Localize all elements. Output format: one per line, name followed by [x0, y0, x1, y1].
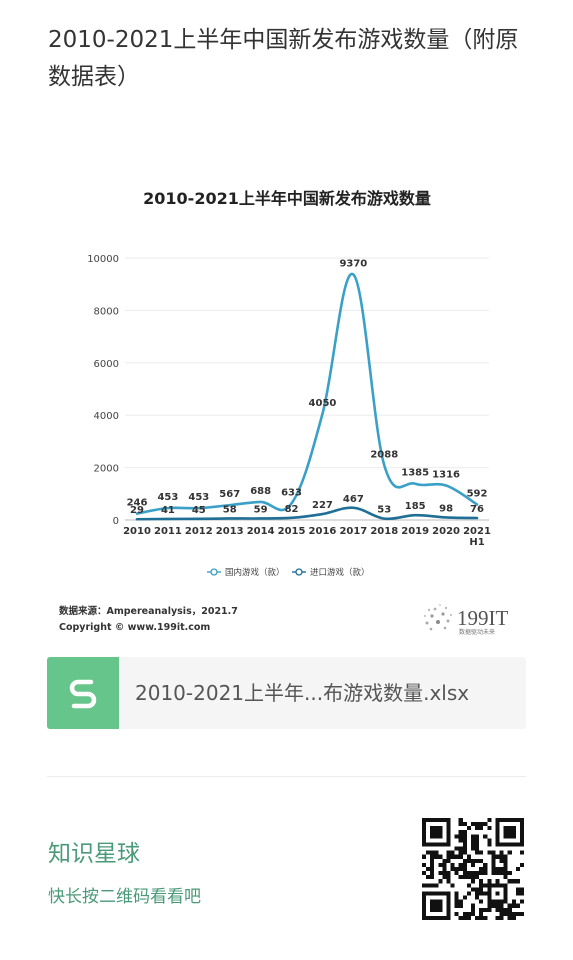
x-tick-label: 2013 [216, 526, 244, 537]
legend-swatch-marker [295, 568, 303, 576]
logo-subtext: 数据驱动未来 [459, 628, 495, 636]
series-line-1 [135, 506, 479, 521]
y-tick-label: 8000 [94, 306, 119, 317]
data-label: 592 [467, 488, 488, 499]
data-label: 45 [192, 505, 206, 516]
data-label: 41 [161, 505, 175, 516]
qr-code[interactable] [422, 818, 524, 920]
x-tick-label: 2015 [278, 526, 306, 537]
y-tick-label: 0 [113, 516, 119, 527]
chart-grid [125, 257, 489, 521]
data-label: 633 [281, 487, 302, 498]
data-label: 453 [188, 492, 209, 503]
divider [47, 776, 526, 777]
chart-title: 2010-2021上半年中国新发布游戏数量 [143, 189, 431, 208]
chart-card: 2010-2021上半年中国新发布游戏数量 0 2000 4000 6000 8000 1… [47, 170, 526, 640]
data-label: 1316 [432, 470, 460, 481]
source-text: 数据来源：Ampereanalysis，2021.7 [58, 605, 238, 617]
x-tick-label: 2017 [339, 526, 367, 537]
x-tick-label: 2018 [370, 526, 398, 537]
data-label: 688 [250, 486, 271, 497]
series-line-0 [135, 273, 479, 515]
page-title: 2010-2021上半年中国新发布游戏数量（附原数据表） [48, 27, 519, 90]
knowledge-planet-subtitle: 快长按二维码看看吧 [48, 887, 201, 907]
data-label: 185 [405, 501, 426, 512]
data-label: 246 [127, 498, 148, 509]
y-tick-label: 4000 [94, 411, 119, 422]
x-tick-label: 2010 [123, 526, 151, 537]
data-label: 29 [130, 505, 144, 516]
x-tick-label: 2021 [463, 526, 491, 537]
data-label: 82 [285, 504, 299, 515]
legend-swatch-marker [210, 568, 218, 576]
s-file-icon [47, 657, 119, 729]
data-label: 1385 [401, 468, 429, 479]
data-label: 227 [312, 500, 333, 511]
y-axis: 0 2000 4000 6000 8000 10000 [87, 254, 119, 527]
logo-199it: 199IT 数据驱动未来 [423, 604, 508, 636]
data-label: 467 [343, 494, 364, 505]
attachment-card[interactable]: 2010-2021上半年...布游戏数量.xlsx [47, 657, 526, 729]
x-tick-label: 2014 [247, 526, 275, 537]
data-label: 9370 [339, 259, 367, 270]
attachment-filename: 2010-2021上半年...布游戏数量.xlsx [135, 681, 470, 705]
data-label: 59 [254, 504, 268, 515]
copyright-text: Copyright © www.199it.com [59, 622, 210, 633]
data-label: 567 [219, 489, 240, 500]
data-label: 58 [223, 504, 237, 515]
legend-label: 进口游戏（款） [310, 567, 370, 578]
line-chart: 2010-2021上半年中国新发布游戏数量 0 2000 4000 6000 8000 1… [58, 189, 508, 636]
legend-label: 国内游戏（款） [225, 567, 285, 578]
y-tick-label: 6000 [94, 359, 119, 370]
logo-text: 199IT [457, 606, 508, 630]
x-tick-label: 2019 [401, 526, 429, 537]
knowledge-planet-title: 知识星球 [48, 841, 140, 867]
x-tick-label: 2020 [432, 526, 460, 537]
y-tick-label: 10000 [87, 254, 119, 265]
y-tick-label: 2000 [94, 464, 119, 475]
x-tick-sublabel: H1 [469, 537, 484, 548]
data-label: 76 [470, 504, 484, 515]
x-tick-label: 2012 [185, 526, 213, 537]
data-label: 2088 [370, 449, 398, 460]
series-lines [135, 273, 479, 521]
data-label: 4050 [309, 398, 337, 409]
x-tick-label: 2011 [154, 526, 182, 537]
x-tick-label: 2016 [309, 526, 337, 537]
data-label: 98 [439, 503, 453, 514]
x-axis: 2010 2011 2012 2013 2014 2015 2016 2017 2018 2019… [123, 526, 491, 548]
data-label: 453 [157, 492, 178, 503]
legend: 国内游戏（款） 进口游戏（款） [207, 567, 370, 578]
data-label: 53 [377, 505, 391, 516]
dandelion-logo-icon [423, 604, 453, 631]
